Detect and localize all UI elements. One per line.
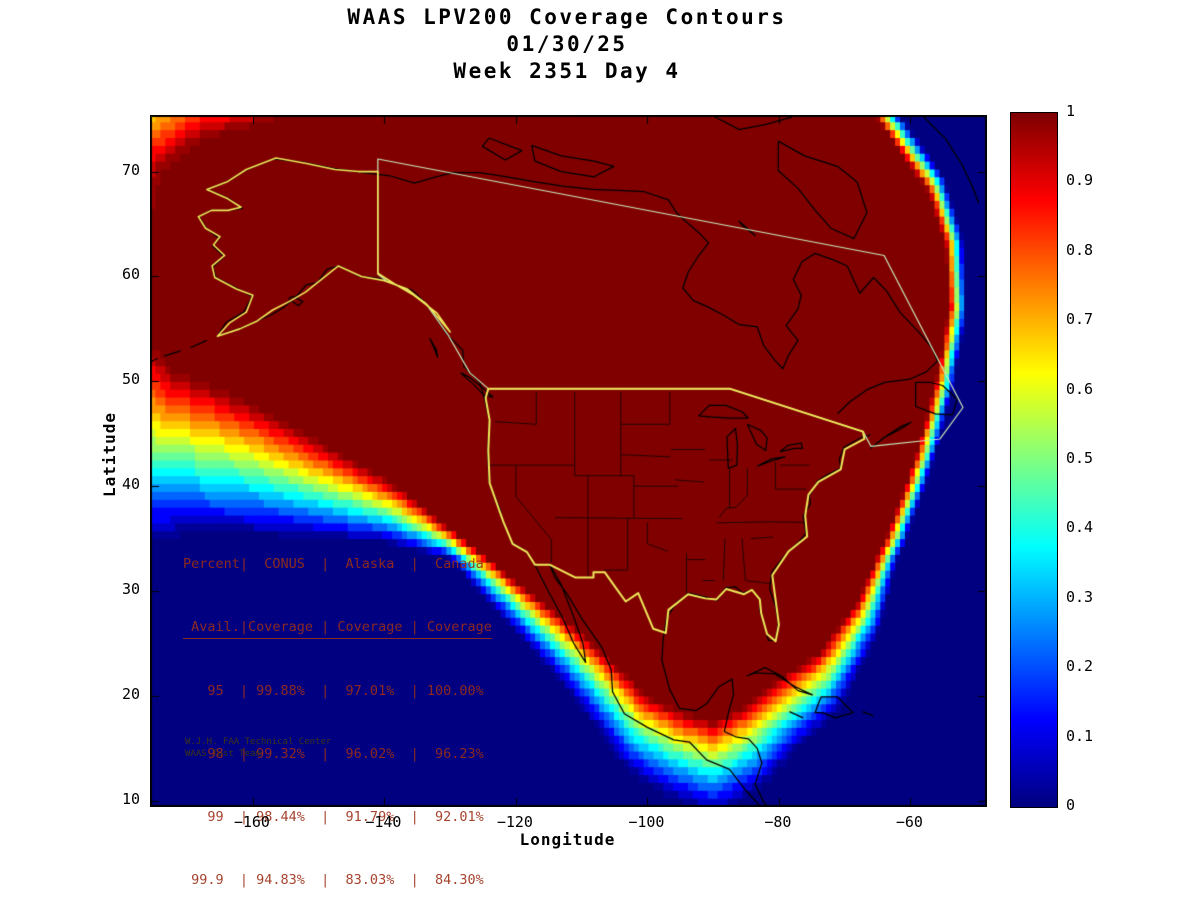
credit-line-1: W.J.H. FAA Technical Center [185,737,332,747]
y-tick-70: 70 [121,160,140,179]
colorbar-tick-0.1: 0.1 [1066,726,1094,745]
x-tick--100: −100 [628,813,665,831]
colorbar-tick-0.7: 0.7 [1066,310,1094,329]
colorbar-tick-0.6: 0.6 [1066,379,1094,398]
colorbar [1010,112,1058,808]
y-tick-50: 50 [121,370,140,389]
colorbar-tick-0.3: 0.3 [1066,587,1094,606]
x-tick--60: −60 [895,813,923,831]
x-tick--120: −120 [496,813,533,831]
coverage-table-row-95: 95 | 99.88% | 97.01% | 100.00% [183,683,484,699]
x-tick--140: −140 [365,813,402,831]
chart-week-day: Week 2351 Day 4 [453,59,681,83]
x-axis-label: Longitude [519,830,616,849]
y-tick-30: 30 [121,580,140,599]
coverage-table-row-99-9: 99.9 | 94.83% | 83.03% | 84.30% [183,872,484,888]
colorbar-tick-0: 0 [1066,796,1076,814]
colorbar-tick-0.2: 0.2 [1066,657,1094,676]
colorbar-tick-0.4: 0.4 [1066,518,1094,537]
colorbar-tick-1: 1 [1066,102,1076,120]
y-tick-60: 60 [121,265,140,284]
credit-line-2: WAAS Test Team [185,749,261,759]
x-tick--160: −160 [233,813,270,831]
x-tick--80: −80 [764,813,792,831]
coverage-table-overlay: Percent| CONUS | Alaska | Canada Avail.|… [183,512,492,900]
colorbar-tick-0.9: 0.9 [1066,171,1094,190]
plot-area: Percent| CONUS | Alaska | Canada Avail.|… [150,115,987,888]
coverage-table-header-1: Percent| CONUS | Alaska | Canada [183,556,484,572]
contour-map-canvas [151,116,986,806]
colorbar-tick-0.8: 0.8 [1066,240,1094,259]
y-tick-20: 20 [121,684,140,703]
y-tick-40: 40 [121,475,140,494]
credit-text: W.J.H. FAA Technical Center WAAS Test Te… [185,736,331,760]
title-block: WAAS LPV200 Coverage Contours 01/30/25 W… [0,4,1134,85]
colorbar-tick-0.5: 0.5 [1066,449,1094,467]
chart-date: 01/30/25 [506,32,628,56]
chart-title: WAAS LPV200 Coverage Contours [347,5,787,29]
coverage-table-header-2: Avail.|Coverage | Coverage | Coverage [183,617,492,639]
coverage-table-row-99: 99 | 98.44% | 91.79% | 92.01% [183,809,484,825]
y-tick-10: 10 [121,789,140,808]
coverage-table-row-98: 98 | 99.32% | 96.02% | 96.23% [183,746,484,762]
